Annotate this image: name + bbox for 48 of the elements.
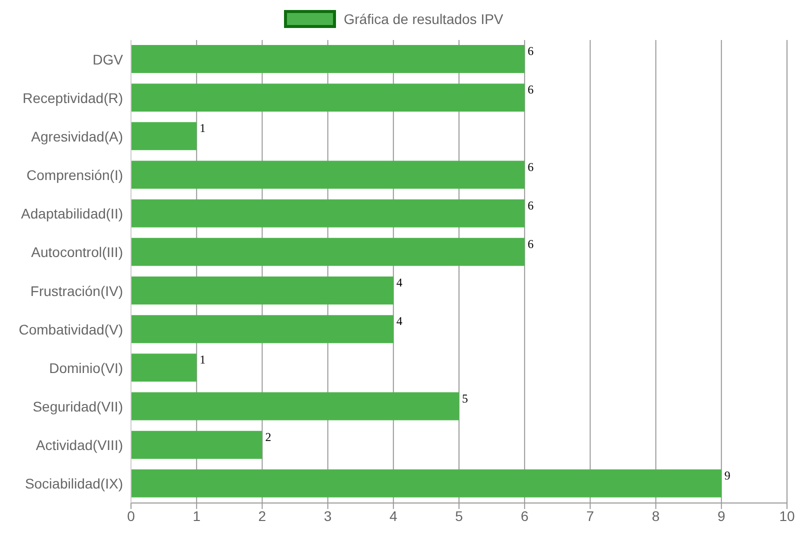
y-tick-label: Actividad(VIII)	[36, 437, 123, 454]
y-tick-label: Agresividad(A)	[31, 128, 123, 144]
bar	[131, 315, 394, 344]
data-label: 6	[528, 82, 534, 97]
y-tick-label: Comprensión(I)	[26, 167, 123, 184]
y-tick-label: Seguridad(VII)	[32, 398, 123, 415]
bar	[131, 84, 525, 112]
x-tick-label: 9	[718, 508, 726, 524]
y-tick-label: Receptividad(R)	[22, 90, 123, 106]
bar	[131, 430, 262, 459]
x-tick-label: 10	[779, 508, 795, 524]
y-tick-label: Adaptabilidad(II)	[21, 206, 123, 222]
x-tick-label: 0	[127, 508, 136, 524]
data-label: 2	[265, 430, 272, 444]
y-tick-label: Frustración(IV)	[30, 282, 123, 299]
y-tick-label: Combatividad(V)	[18, 321, 123, 338]
data-label: 6	[528, 44, 534, 58]
data-label: 4	[396, 314, 402, 328]
x-tick-label: 7	[586, 508, 594, 524]
legend-label: Gráfica de resultados IPV	[342, 10, 504, 28]
x-tick-label: 4	[390, 508, 398, 524]
bar	[131, 238, 525, 266]
bar	[131, 469, 722, 498]
data-label: 6	[528, 160, 534, 174]
data-label: 1	[200, 121, 206, 136]
x-tick-label: 3	[324, 508, 332, 524]
data-label: 1	[200, 352, 206, 367]
y-tick-label: DGV	[92, 51, 124, 68]
y-tick-label: Sociabilidad(IX)	[24, 476, 123, 492]
y-tick-label: Autocontrol(III)	[31, 244, 123, 260]
data-label: 9	[724, 468, 730, 482]
x-tick-label: 5	[455, 508, 464, 524]
bar	[131, 392, 459, 420]
x-tick-label: 1	[192, 508, 201, 524]
y-tick-label: Dominio(VI)	[49, 360, 123, 376]
bar	[131, 276, 394, 304]
x-tick-label: 6	[520, 508, 529, 524]
bar	[131, 45, 525, 73]
data-label: 5	[462, 391, 468, 406]
bar	[131, 160, 525, 189]
bar	[131, 354, 197, 382]
data-label: 6	[528, 236, 534, 251]
bar	[131, 199, 525, 228]
data-label: 6	[528, 198, 534, 212]
data-label: 4	[396, 276, 402, 290]
x-tick-label: 2	[258, 508, 266, 524]
bar	[131, 122, 197, 150]
x-tick-label: 8	[652, 508, 660, 524]
